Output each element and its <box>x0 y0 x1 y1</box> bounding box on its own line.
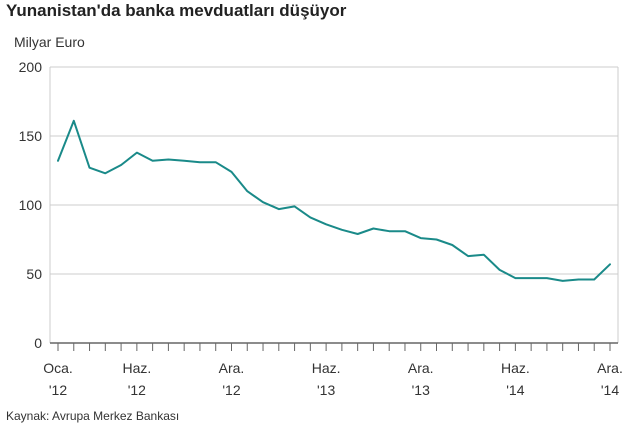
data-point <box>152 160 154 162</box>
data-point <box>546 277 548 279</box>
chart-title: Yunanistan'da banka mevduatları düşüyor <box>6 1 347 20</box>
data-point <box>451 244 453 246</box>
x-tick-label-24: Ara. '13 <box>408 360 434 398</box>
data-point <box>562 280 564 282</box>
data-point <box>230 171 232 173</box>
x-tick-label-year: '12 <box>222 382 240 398</box>
data-point <box>325 223 327 225</box>
x-tick-label-month: Haz. <box>312 360 341 376</box>
data-point <box>120 164 122 166</box>
grid-lines <box>49 66 619 343</box>
y-axis-ticks: 0 50 100 150 200 <box>19 59 43 351</box>
y-tick-label-100: 100 <box>19 197 43 213</box>
data-point <box>436 239 438 241</box>
x-tick-label-year: '13 <box>412 382 430 398</box>
data-point <box>467 255 469 257</box>
x-tick-label-12: Ara. '12 <box>219 360 245 398</box>
data-point <box>372 227 374 229</box>
data-point <box>57 160 59 162</box>
data-point <box>183 160 185 162</box>
data-point <box>294 205 296 207</box>
x-tick-label-1: Oca. '12 <box>43 360 73 398</box>
data-point <box>341 229 343 231</box>
x-tick-label-month: Haz. <box>501 360 530 376</box>
y-tick-label-0: 0 <box>34 335 42 351</box>
x-tick-label-year: '12 <box>128 382 146 398</box>
x-tick-label-month: Ara. <box>597 360 623 376</box>
data-point <box>136 152 138 154</box>
data-point <box>357 233 359 235</box>
data-point <box>309 216 311 218</box>
x-tick-label-year: '14 <box>506 382 524 398</box>
data-point <box>514 277 516 279</box>
x-tick-label-18: Haz. '13 <box>312 360 341 398</box>
source-note: Kaynak: Avrupa Merkez Bankası <box>6 409 180 423</box>
x-tick-label-30: Haz. '14 <box>501 360 530 398</box>
data-point <box>404 230 406 232</box>
data-point <box>89 167 91 169</box>
x-tick-label-6: Haz. '12 <box>122 360 151 398</box>
data-point <box>499 269 501 271</box>
data-point <box>215 161 217 163</box>
data-point <box>73 120 75 122</box>
data-point <box>167 158 169 160</box>
x-tick-label-month: Oca. <box>43 360 73 376</box>
series-line-0 <box>57 119 611 282</box>
data-point <box>262 201 264 203</box>
x-tick-label-year: '14 <box>601 382 619 398</box>
data-point <box>530 277 532 279</box>
y-tick-label-200: 200 <box>19 59 43 75</box>
data-point <box>388 230 390 232</box>
x-axis: Oca. '12 Haz. '12 Ara. '12 Haz. '13 Ara. '13 Haz. '… <box>43 342 623 398</box>
x-tick-label-month: Ara. <box>219 360 245 376</box>
y-tick-label-50: 50 <box>26 266 42 282</box>
series-layer <box>57 119 611 282</box>
x-tick-label-36: Ara. '14 <box>597 360 623 398</box>
data-point <box>199 161 201 163</box>
data-point <box>483 254 485 256</box>
x-tick-label-month: Ara. <box>408 360 434 376</box>
data-point <box>577 279 579 281</box>
data-point <box>609 263 611 265</box>
x-tick-label-year: '13 <box>317 382 335 398</box>
data-point <box>104 172 106 174</box>
y-axis-unit-label: Milyar Euro <box>14 34 85 50</box>
data-point <box>246 190 248 192</box>
data-point <box>278 208 280 210</box>
data-point <box>420 237 422 239</box>
x-tick-label-month: Haz. <box>122 360 151 376</box>
x-tick-label-year: '12 <box>49 382 67 398</box>
y-tick-label-150: 150 <box>19 128 43 144</box>
data-point <box>593 279 595 281</box>
